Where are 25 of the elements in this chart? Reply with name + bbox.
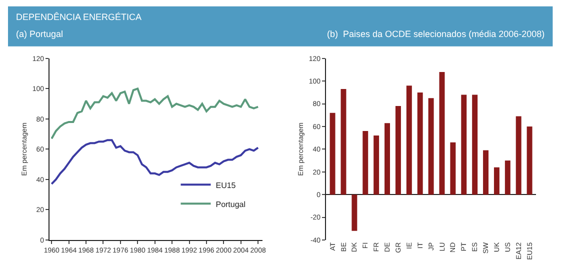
bar bbox=[362, 131, 368, 195]
line-series bbox=[50, 88, 260, 140]
chart-title: (b) Paises da OCDE selecionados (média 2006-2008) bbox=[327, 29, 545, 39]
bar bbox=[461, 94, 467, 195]
legend-label: EU15 bbox=[216, 180, 236, 190]
bar bbox=[483, 150, 489, 195]
chart-subtitle: (a) Portugal bbox=[16, 29, 64, 39]
bar bbox=[526, 126, 532, 195]
bar bbox=[472, 94, 478, 195]
bar bbox=[352, 194, 358, 231]
bar bbox=[417, 92, 423, 195]
bar bbox=[330, 112, 336, 195]
bar bbox=[504, 160, 510, 195]
bar bbox=[516, 116, 522, 195]
bar bbox=[450, 142, 456, 195]
bar bbox=[374, 136, 380, 195]
bar bbox=[439, 72, 445, 195]
legend-label: Portugal bbox=[216, 200, 246, 209]
bar bbox=[340, 89, 346, 195]
bar bbox=[384, 123, 390, 195]
chart-title: DEPENDÊNCIA ENERGÉTICA bbox=[16, 12, 142, 22]
bar bbox=[494, 167, 500, 195]
bar bbox=[395, 106, 401, 195]
bar bbox=[406, 86, 412, 195]
bar bbox=[428, 98, 434, 195]
